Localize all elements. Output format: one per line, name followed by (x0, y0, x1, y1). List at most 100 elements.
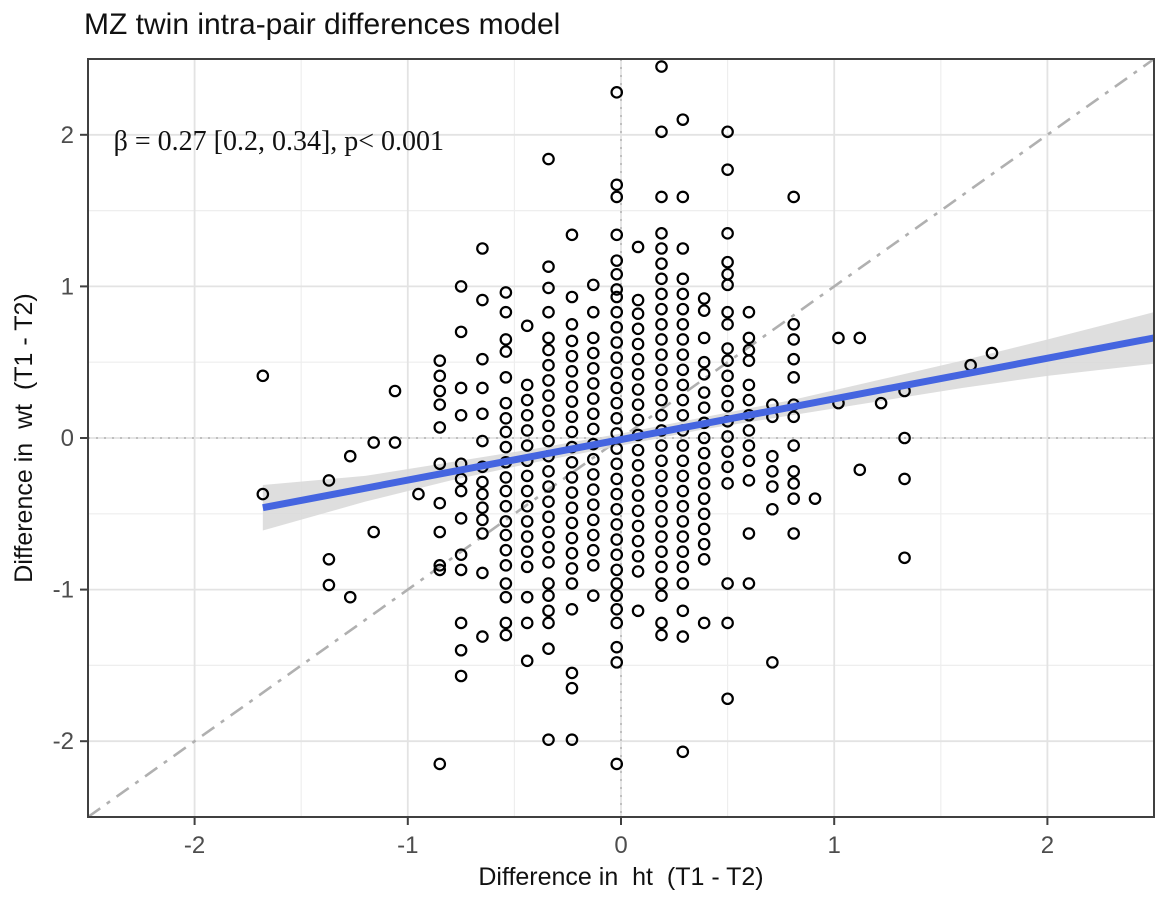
data-point (499, 628, 513, 642)
data-point (697, 292, 711, 305)
data-point (655, 484, 668, 498)
data-point (655, 363, 668, 377)
data-point (542, 616, 555, 630)
data-point (565, 395, 579, 408)
data-point (742, 378, 756, 392)
data-point (499, 286, 513, 299)
data-point (610, 86, 624, 99)
x-tick-label: 1 (828, 832, 841, 859)
data-point (542, 589, 555, 602)
data-point (655, 499, 668, 513)
data-point (610, 305, 624, 319)
data-point (631, 307, 645, 320)
data-point (631, 398, 645, 411)
data-point (499, 471, 513, 484)
data-point (655, 616, 668, 630)
data-point (256, 487, 270, 501)
data-point (565, 501, 579, 515)
data-point (787, 190, 800, 204)
data-point (542, 642, 555, 656)
data-point (520, 654, 534, 668)
data-point (676, 604, 690, 618)
data-point (721, 430, 734, 443)
data-point (586, 452, 600, 466)
data-point (721, 460, 734, 474)
data-point (898, 551, 911, 565)
data-point (676, 515, 690, 528)
data-point (454, 512, 468, 525)
data-point (610, 616, 624, 630)
data-point (676, 113, 690, 126)
data-point (721, 384, 734, 398)
data-point (476, 527, 489, 540)
data-point (610, 603, 624, 616)
data-point (721, 305, 734, 319)
data-point (655, 530, 668, 543)
panel-border (87, 58, 1155, 818)
data-point (433, 757, 447, 771)
data-point (610, 533, 624, 546)
data-point (898, 472, 911, 486)
data-point (476, 501, 489, 515)
data-point (676, 630, 690, 643)
data-point (853, 331, 867, 345)
data-point (520, 439, 534, 452)
data-point (610, 487, 624, 501)
data-point (610, 757, 624, 771)
data-point (586, 498, 600, 512)
y-axis-title: Difference in wt (T1 - T2) (10, 293, 38, 582)
data-point (586, 407, 600, 421)
data-point (742, 305, 756, 319)
data-point (766, 502, 779, 516)
data-point (787, 333, 800, 346)
data-point (742, 527, 756, 540)
data-point (499, 305, 513, 319)
data-point (454, 484, 468, 498)
data-point (433, 354, 447, 367)
data-point (520, 319, 534, 333)
data-point (631, 293, 645, 307)
data-point (676, 530, 690, 543)
data-point (697, 355, 711, 369)
data-point (520, 408, 534, 422)
data-point (454, 563, 468, 577)
data-point (343, 449, 357, 463)
data-point (631, 322, 645, 336)
data-point (721, 399, 734, 413)
data-point (721, 317, 734, 331)
y-tick-label: 1 (61, 273, 74, 300)
data-point (631, 549, 645, 563)
data-point (565, 471, 579, 484)
data-point (433, 384, 447, 398)
data-point (697, 368, 711, 381)
data-point (742, 393, 756, 407)
data-point (520, 378, 534, 392)
data-point (697, 386, 711, 399)
data-point (676, 545, 690, 558)
data-point (586, 305, 600, 319)
data-point (542, 343, 555, 357)
data-point (610, 563, 624, 577)
data-point (697, 431, 711, 445)
data-point (565, 455, 579, 469)
data-point (542, 404, 555, 418)
data-point (676, 484, 690, 498)
data-point (721, 163, 734, 176)
data-point (655, 60, 668, 73)
data-point (499, 396, 513, 410)
data-point (697, 446, 711, 460)
data-point (433, 559, 447, 572)
data-point (631, 413, 645, 427)
data-point (610, 640, 624, 654)
data-point (322, 578, 336, 592)
data-point (542, 733, 555, 746)
data-point (542, 525, 555, 539)
data-point (610, 472, 624, 486)
data-point (676, 469, 690, 483)
data-point (631, 504, 645, 518)
y-tick-label: 0 (61, 425, 74, 452)
data-point (787, 317, 800, 331)
data-point (631, 443, 645, 457)
data-point (565, 531, 579, 545)
